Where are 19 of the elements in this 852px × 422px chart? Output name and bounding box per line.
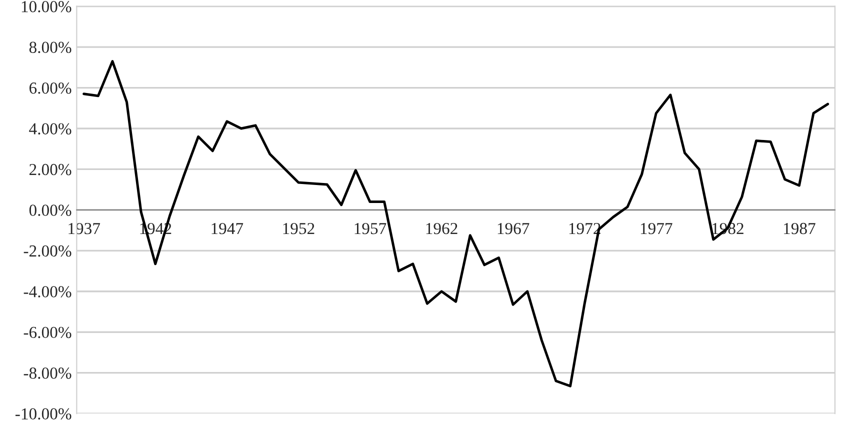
y-tick-label: -10.00% <box>16 408 72 420</box>
y-tick-label: 4.00% <box>29 123 72 135</box>
y-tick-label: -8.00% <box>24 368 72 379</box>
y-tick-label: -4.00% <box>24 286 72 298</box>
y-tick-label: -6.00% <box>24 326 72 338</box>
x-tick-label: 1977 <box>640 222 672 234</box>
y-tick-label: 2.00% <box>30 164 72 176</box>
x-tick-label: 1957 <box>354 222 386 234</box>
x-tick-label: 1947 <box>212 222 244 234</box>
y-tick-label: 10.00% <box>22 1 72 12</box>
y-tick-label: 0.00% <box>29 204 72 216</box>
y-tick-label: -2.00% <box>24 245 72 257</box>
x-tick-label: 1967 <box>498 222 530 234</box>
y-tick-label: 6.00% <box>29 82 72 94</box>
y-tick-label: 8.00% <box>29 42 72 54</box>
x-tick-label: 1952 <box>283 222 314 234</box>
x-tick-label: 1987 <box>784 222 816 234</box>
x-tick-label: 1962 <box>426 222 458 234</box>
x-tick-label: 1937 <box>68 222 100 234</box>
